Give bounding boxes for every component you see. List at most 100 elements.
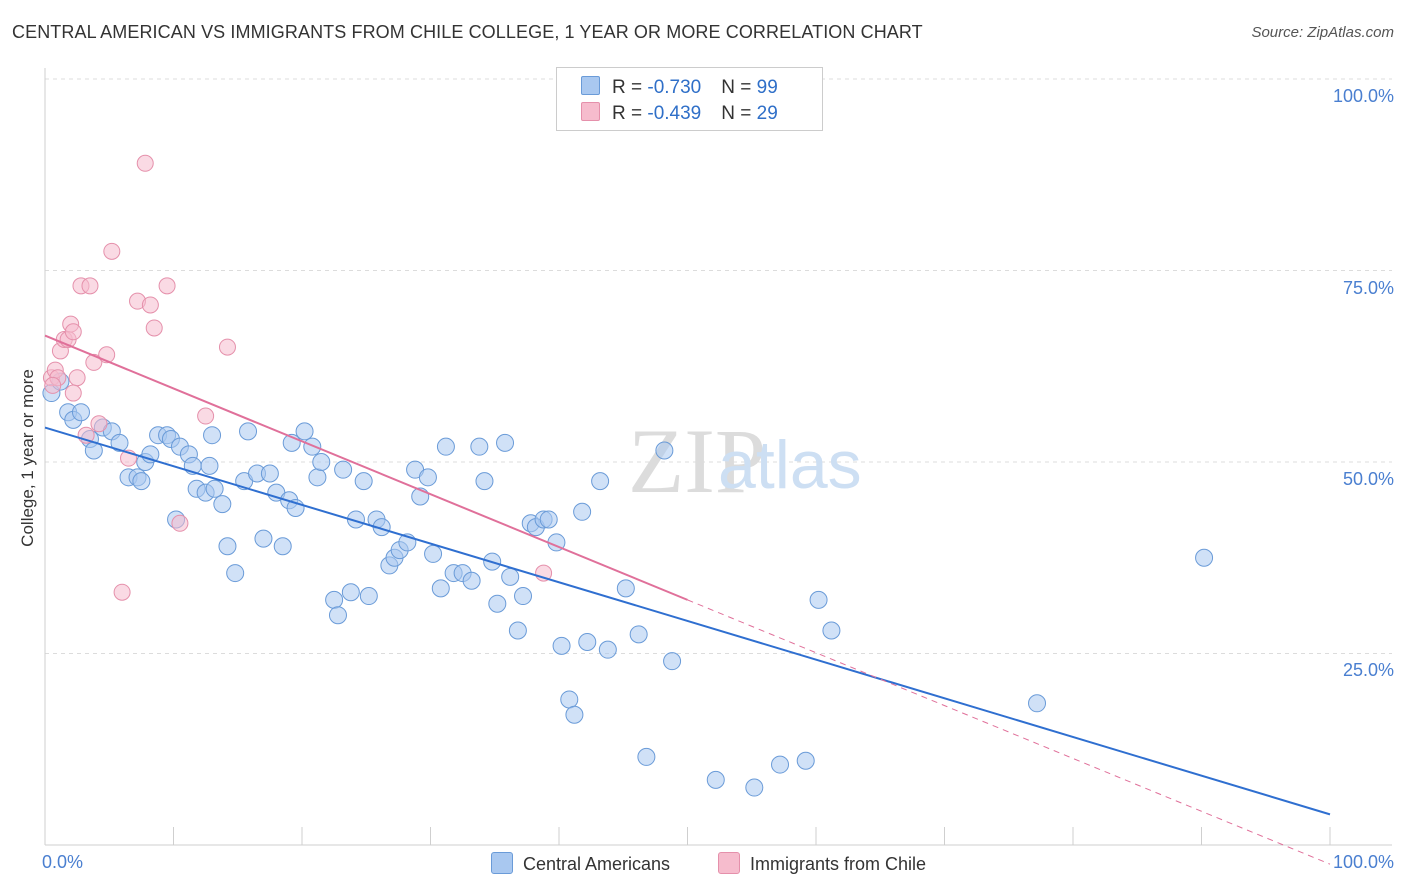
point-immigrants-from-chile [218, 338, 236, 356]
point-central-americans [325, 590, 344, 609]
point-central-americans [771, 755, 790, 774]
point-immigrants-from-chile [44, 376, 62, 394]
point-immigrants-from-chile [64, 323, 82, 341]
point-central-americans [312, 453, 331, 471]
watermark: ZIP atlas [628, 410, 862, 512]
point-central-americans [822, 621, 841, 640]
point-central-americans [132, 472, 151, 491]
point-central-americans [424, 544, 443, 563]
point-central-americans [1028, 694, 1047, 713]
point-central-americans [260, 464, 279, 483]
legend-swatch [581, 102, 600, 121]
point-immigrants-from-chile [68, 369, 86, 387]
bottom-legend-immigrants-from-chile: Immigrants from Chile [718, 852, 926, 875]
data-points [42, 154, 1214, 797]
point-immigrants-from-chile [136, 154, 154, 172]
point-central-americans [629, 625, 648, 644]
point-central-americans [226, 564, 245, 583]
point-central-americans [501, 567, 520, 586]
point-central-americans [470, 437, 489, 456]
axes [44, 68, 1392, 846]
y-tick-label: 50.0% [1342, 469, 1394, 489]
point-central-americans [475, 472, 494, 491]
point-central-americans [578, 633, 597, 652]
point-central-americans [273, 537, 292, 556]
point-central-americans [239, 422, 258, 441]
point-immigrants-from-chile [141, 296, 159, 314]
point-central-americans [213, 495, 232, 514]
point-immigrants-from-chile [171, 514, 189, 532]
point-central-americans [796, 751, 815, 770]
point-central-americans [598, 640, 617, 659]
point-central-americans [591, 472, 610, 491]
point-immigrants-from-chile [197, 407, 215, 425]
point-central-americans [254, 529, 273, 548]
point-central-americans [552, 636, 571, 655]
trend-lines [44, 334, 1331, 865]
x-tick-label: 0.0% [42, 852, 84, 872]
legend-swatch [581, 76, 600, 95]
point-central-americans [663, 652, 682, 671]
point-central-americans [205, 479, 224, 498]
trend-line-immigrants-from-chile [44, 334, 688, 601]
point-central-americans [341, 583, 360, 602]
watermark-atlas: atlas [718, 427, 862, 503]
point-central-americans [706, 770, 725, 789]
point-immigrants-from-chile [103, 242, 121, 260]
point-central-americans [514, 587, 533, 606]
point-central-americans [1195, 548, 1214, 567]
point-immigrants-from-chile [90, 415, 108, 433]
legend-swatch [718, 852, 740, 874]
point-central-americans [334, 460, 353, 479]
legend-row-central-americans: R = -0.730 N = 99 [581, 76, 778, 99]
point-central-americans [573, 502, 592, 521]
point-central-americans [418, 468, 437, 487]
point-central-americans [637, 747, 656, 766]
point-immigrants-from-chile [145, 319, 163, 337]
point-central-americans [200, 456, 219, 475]
legend: R = -0.730 N = 99 R = -0.439 N = 29 [556, 67, 823, 131]
point-central-americans [431, 579, 450, 598]
legend-swatch [491, 852, 513, 874]
point-immigrants-from-chile [113, 583, 131, 601]
grid-lines [45, 78, 1392, 654]
x-tick-label: 100.0% [1332, 852, 1394, 872]
point-central-americans [560, 690, 579, 709]
chart-title: CENTRAL AMERICAN VS IMMIGRANTS FROM CHIL… [12, 22, 923, 42]
point-central-americans [745, 778, 764, 797]
point-immigrants-from-chile [158, 277, 176, 295]
legend-row-immigrants-from-chile: R = -0.439 N = 29 [581, 102, 778, 125]
watermark-zip: ZIP [628, 410, 766, 512]
bottom-legend-central-americans: Central Americans [491, 852, 670, 875]
y-tick-label: 75.0% [1342, 278, 1394, 298]
point-central-americans [295, 422, 314, 441]
point-central-americans [203, 426, 222, 445]
trend-line-extension [687, 599, 1331, 865]
point-central-americans [539, 510, 558, 529]
source-note: Source: ZipAtlas.com [1251, 24, 1394, 41]
y-tick-label: 100.0% [1332, 86, 1394, 106]
point-central-americans [809, 590, 828, 609]
point-central-americans [308, 468, 327, 487]
y-axis-label: College, 1 year or more [18, 369, 37, 547]
point-central-americans [328, 606, 347, 625]
point-central-americans [354, 472, 373, 491]
point-central-americans [436, 437, 455, 456]
point-immigrants-from-chile [64, 384, 82, 402]
point-central-americans [462, 571, 481, 590]
point-central-americans [218, 537, 237, 556]
point-central-americans [616, 579, 635, 598]
y-tick-label: 25.0% [1342, 660, 1394, 680]
point-central-americans [508, 621, 527, 640]
point-central-americans [110, 433, 129, 452]
trend-line-central-americans [44, 426, 1331, 816]
point-central-americans [359, 587, 378, 606]
point-central-americans [488, 594, 507, 613]
point-immigrants-from-chile [81, 277, 99, 295]
point-central-americans [655, 441, 674, 460]
point-central-americans [71, 403, 90, 422]
point-central-americans [303, 437, 322, 456]
point-central-americans [496, 433, 515, 452]
point-central-americans [565, 705, 584, 724]
